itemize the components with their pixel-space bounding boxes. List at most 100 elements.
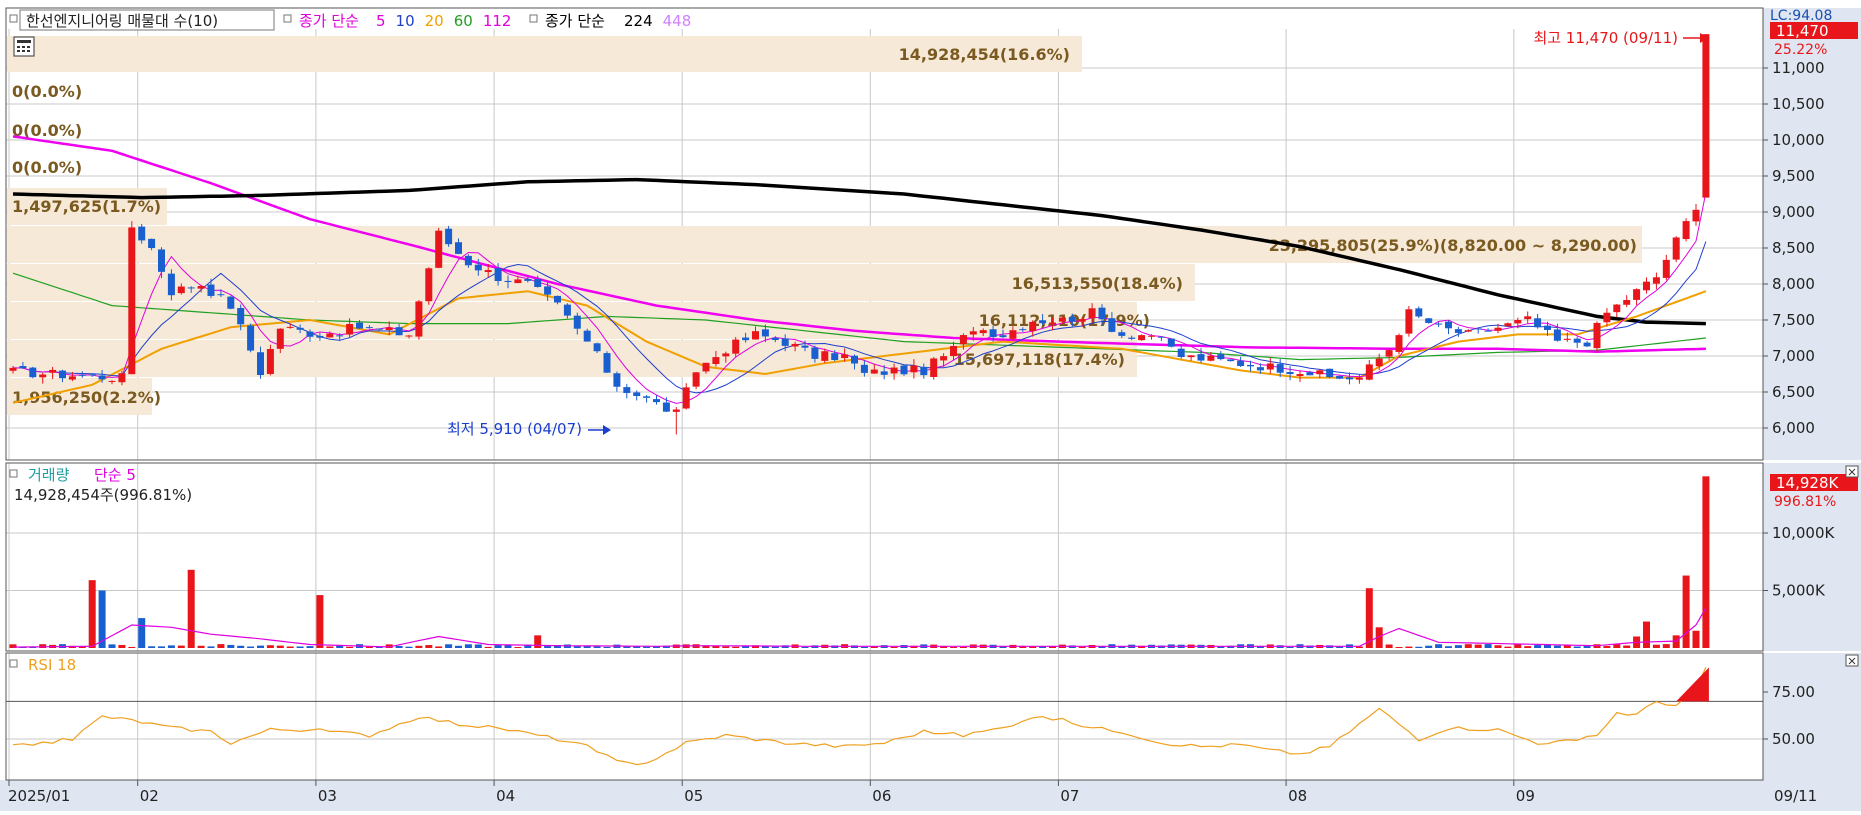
volume-bar xyxy=(959,646,967,648)
candle-up xyxy=(1643,281,1650,291)
volume-profile-label: 16,513,550(18.4%) xyxy=(1012,274,1183,293)
candle-down xyxy=(593,343,601,352)
volume-bar xyxy=(395,645,403,648)
volume-bar xyxy=(534,635,542,648)
candle-up xyxy=(1148,335,1155,337)
volume-profile-label: 0(0.0%) xyxy=(12,82,82,101)
candle-down xyxy=(781,338,789,346)
candle-down xyxy=(831,353,839,360)
ma-period-20[interactable]: 20 xyxy=(425,12,444,30)
volume-bar xyxy=(1544,644,1551,648)
candle-down xyxy=(336,335,344,337)
volume-bar xyxy=(583,645,591,648)
lc-label: LC:94.08 xyxy=(1770,8,1832,24)
volume-bar xyxy=(633,646,641,648)
candle-up xyxy=(1563,338,1571,340)
volume-badge-value: 14,928K xyxy=(1776,474,1839,492)
volume-bar xyxy=(1256,645,1264,648)
volume-bar xyxy=(1652,644,1660,648)
x-axis: 2025/01 02 03 04 05 06 07 08 09 09/11 xyxy=(8,780,1817,805)
ma112-line xyxy=(12,135,1706,353)
candle-up xyxy=(1593,322,1601,349)
volume-title: 거래량 xyxy=(28,466,70,484)
candle-down xyxy=(544,286,552,295)
candle-down xyxy=(1553,329,1561,341)
rsi-toggle-icon[interactable] xyxy=(9,659,18,668)
volume-bar xyxy=(88,580,96,648)
candle-down xyxy=(1346,377,1353,380)
stock-label: 한선엔지니어링 매물대 수(10) xyxy=(26,12,218,30)
ma-toggle-icon[interactable] xyxy=(283,14,292,23)
high-arrow-head xyxy=(1700,33,1708,43)
candle-down xyxy=(1276,364,1284,373)
stock-label-box[interactable] xyxy=(19,9,275,31)
candle-up xyxy=(791,343,799,347)
volume-profile-label: 1,497,625(1.7%) xyxy=(12,197,161,216)
price-axis-panel xyxy=(1763,8,1861,460)
candle-down xyxy=(29,367,37,378)
ma5-line xyxy=(12,192,1707,404)
candle-down xyxy=(761,329,769,337)
volume-bar xyxy=(1039,646,1047,648)
price-tick-label: 8,000 xyxy=(1772,275,1815,293)
candle-down xyxy=(554,295,561,303)
candle-down xyxy=(217,294,225,296)
ma-period-5[interactable]: 5 xyxy=(376,12,386,30)
price-tick-label: 8,500 xyxy=(1772,239,1815,257)
volume-bar xyxy=(1454,645,1462,648)
candle-up xyxy=(484,270,492,273)
candle-up xyxy=(326,333,334,338)
current-price-badge: 11,470 xyxy=(1770,22,1858,40)
ma224-line xyxy=(12,177,1706,326)
ma-period-112[interactable]: 112 xyxy=(483,12,512,30)
candle-down xyxy=(1177,348,1185,357)
volume-bar xyxy=(455,645,462,648)
volume-profile-label: 0(0.0%) xyxy=(12,121,82,140)
volume-ma-label: 단순 5 xyxy=(94,466,136,484)
ma2-toggle-icon[interactable] xyxy=(529,14,538,23)
candle-up xyxy=(425,268,433,302)
volume-close-icon[interactable] xyxy=(1845,465,1859,478)
volume-profile-bar xyxy=(7,264,1195,301)
header-toggle-icon[interactable] xyxy=(9,14,18,23)
candle-down xyxy=(524,279,532,281)
ma-period-224[interactable]: 224 xyxy=(624,12,653,30)
volume-profile-label: 23,295,805(25.9%)(8,820.00 ~ 8,290.00) xyxy=(1269,236,1637,255)
volume-bar xyxy=(1583,645,1591,648)
volume-toggle-icon[interactable] xyxy=(9,469,18,478)
candle-up xyxy=(1296,374,1304,377)
rsi-axis-panel xyxy=(1763,653,1861,780)
rsi-close-icon[interactable] xyxy=(1845,654,1859,667)
volume-bar xyxy=(1474,644,1482,648)
candle-up xyxy=(712,357,720,364)
candle-down xyxy=(1336,376,1344,379)
candle-up xyxy=(732,339,740,354)
volume-info: 14,928,454주(996.81%) xyxy=(14,486,192,504)
current-price: 11,470 xyxy=(1776,22,1829,40)
candle-down xyxy=(88,374,96,376)
volume-bar xyxy=(761,645,769,648)
ma-period-60[interactable]: 60 xyxy=(454,12,473,30)
volume-bar xyxy=(197,645,205,648)
candle-down xyxy=(237,307,245,325)
volume-bar xyxy=(712,645,720,648)
ma-period-448[interactable]: 448 xyxy=(663,12,692,30)
candle-down xyxy=(1454,329,1462,333)
candle-down xyxy=(158,249,165,272)
candle-down xyxy=(801,345,809,348)
candle-down xyxy=(504,280,512,283)
volume-bar xyxy=(514,647,522,648)
candle-down xyxy=(1098,307,1106,320)
x-tick-label: 08 xyxy=(1288,787,1307,805)
x-tick-label: 03 xyxy=(318,787,337,805)
volume-bar xyxy=(217,644,225,648)
volume-bar xyxy=(999,646,1007,648)
x-tick-label: 06 xyxy=(872,787,891,805)
volume-bar xyxy=(1375,627,1383,648)
calculator-icon[interactable] xyxy=(13,36,35,57)
volume-bar xyxy=(860,646,868,648)
ma-period-10[interactable]: 10 xyxy=(396,12,415,30)
volume-bar xyxy=(1336,646,1344,648)
high-annotation: 최고 11,470 (09/11) xyxy=(1533,29,1708,47)
